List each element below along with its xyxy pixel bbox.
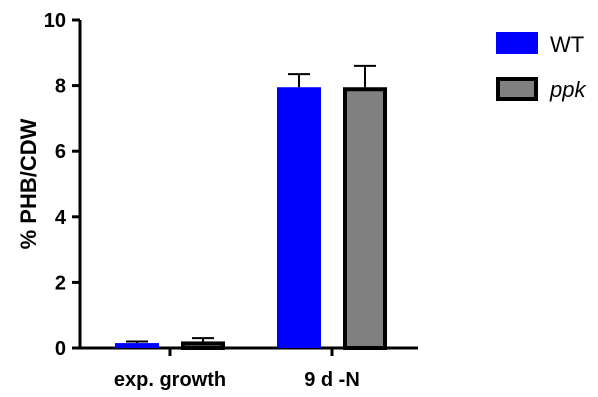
x-tick-label: exp. growth — [114, 369, 226, 391]
bars — [115, 66, 385, 348]
bar-rect — [277, 87, 321, 348]
y-tick-label: 2 — [55, 272, 66, 294]
y-tick-label: 10 — [44, 10, 66, 32]
y-tick-label: 0 — [55, 338, 66, 360]
legend-label: ppk — [549, 77, 586, 102]
y-axis-title: % PHB/CDW — [16, 118, 41, 249]
bar-wt — [277, 74, 321, 348]
bar-ppk — [183, 338, 223, 348]
y-tick-label: 8 — [55, 76, 66, 98]
legend-swatch — [496, 32, 538, 54]
legend-item-ppk: ppk — [498, 77, 586, 102]
y-tick-label: 4 — [55, 207, 67, 229]
bar-wt — [115, 341, 159, 348]
y-ticks: 0 2 4 6 8 10 — [44, 10, 80, 360]
legend: WT ppk — [496, 32, 586, 102]
x-ticks: exp. growth 9 d -N — [114, 348, 360, 391]
x-tick-label: 9 d -N — [304, 369, 360, 391]
y-tick-label: 6 — [55, 141, 66, 163]
bar-rect — [183, 343, 223, 348]
bar-rect — [345, 89, 385, 348]
legend-item-wt: WT — [496, 32, 584, 57]
bar-ppk — [345, 66, 385, 348]
bar-rect — [115, 343, 159, 348]
legend-swatch — [498, 79, 536, 99]
y-axis: 0 2 4 6 8 10 — [44, 10, 80, 360]
legend-label: WT — [550, 32, 584, 57]
x-axis: exp. growth 9 d -N — [79, 348, 419, 391]
